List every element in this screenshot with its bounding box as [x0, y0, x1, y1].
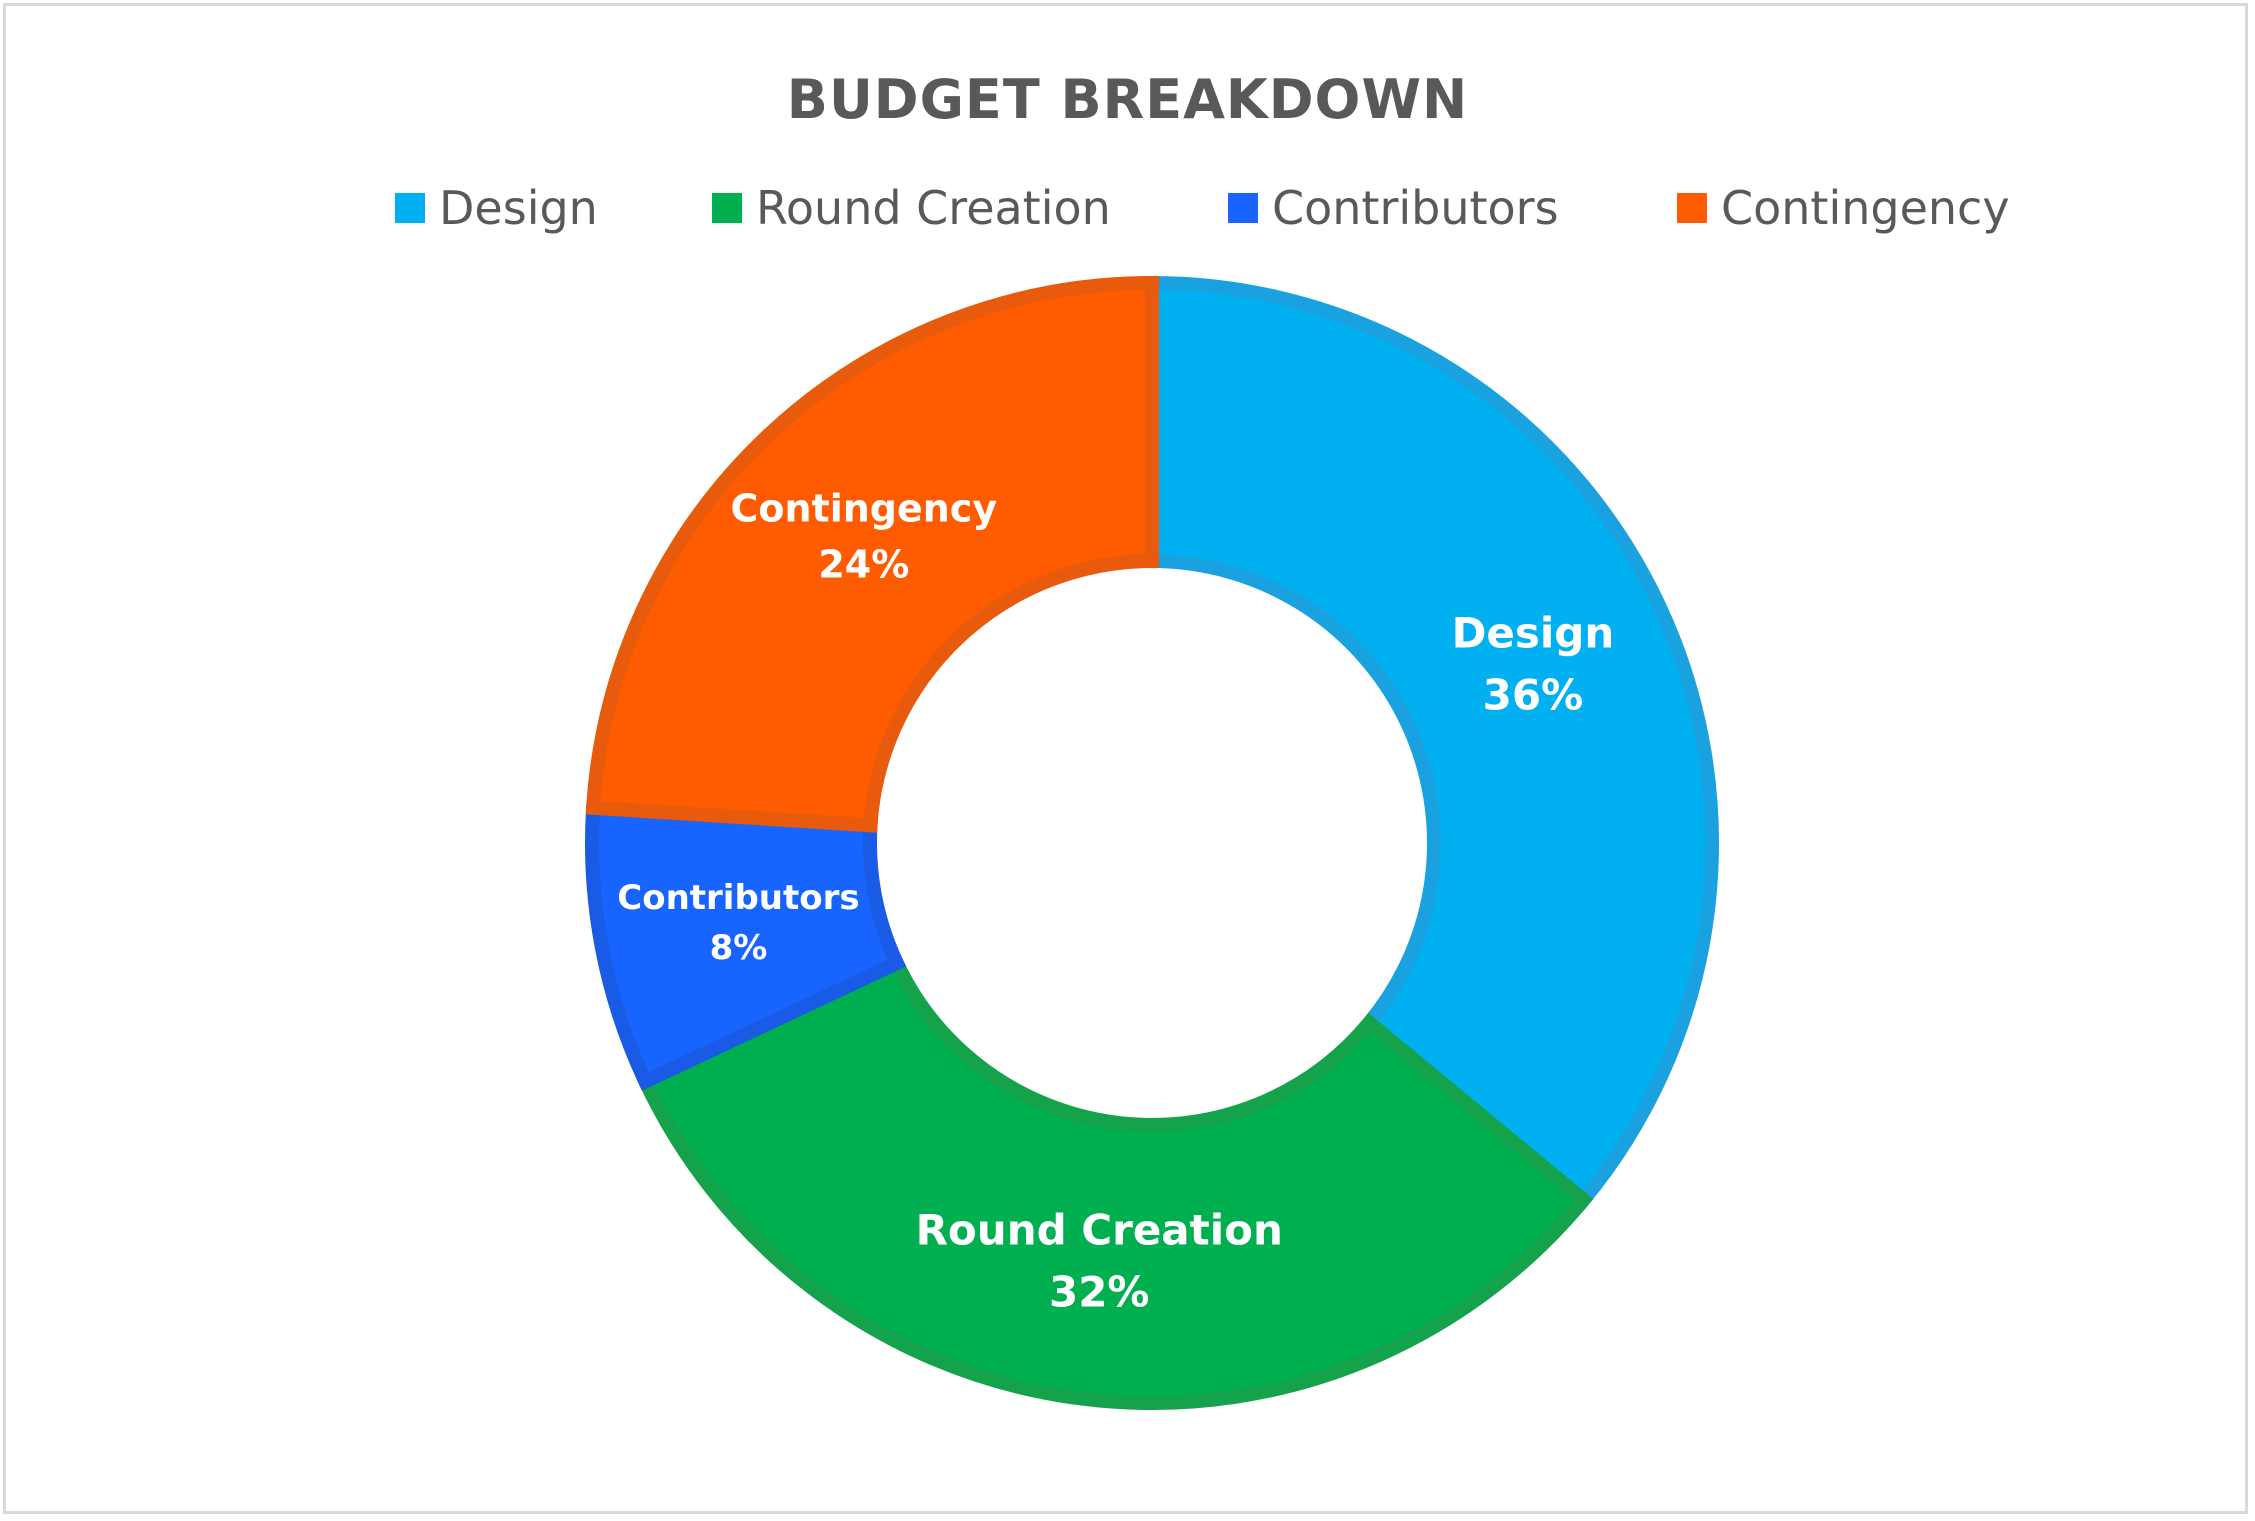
legend-item-round-creation: Round Creation — [712, 178, 1111, 238]
legend-label-contributors: Contributors — [1272, 181, 1559, 235]
data-label-contingency-name: Contingency — [730, 486, 997, 530]
legend-swatch-contributors — [1228, 193, 1258, 223]
legend-swatch-round-creation — [712, 193, 742, 223]
chart-title: BUDGET BREAKDOWN — [786, 68, 1469, 131]
donut-slices — [585, 275, 1719, 1410]
slice-design — [1145, 275, 1719, 1210]
legend: Design Round Creation Contributors Conti… — [0, 178, 2255, 238]
legend-label-contingency: Contingency — [1721, 181, 2010, 235]
data-label-round-creation-name: Round Creation — [916, 1205, 1283, 1254]
legend-swatch-design — [395, 193, 425, 223]
data-label-contingency-percent: 24% — [818, 542, 909, 586]
legend-swatch-contingency — [1677, 193, 1707, 223]
data-label-design-percent: 36% — [1483, 670, 1584, 719]
slice-labels: Design 36% Round Creation 32% Contributors 8%… — [617, 486, 1614, 1316]
slice-contingency — [585, 275, 1159, 833]
slice-round-creation — [635, 953, 1594, 1410]
legend-label-design: Design — [439, 181, 598, 235]
legend-label-round-creation: Round Creation — [756, 181, 1111, 235]
legend-item-contingency: Contingency — [1677, 178, 2010, 238]
data-label-contributors-name: Contributors — [617, 878, 859, 918]
data-label-design-name: Design — [1452, 608, 1615, 657]
data-label-round-creation-percent: 32% — [1049, 1267, 1150, 1316]
legend-item-contributors: Contributors — [1228, 178, 1559, 238]
legend-item-design: Design — [395, 178, 598, 238]
data-label-contributors-percent: 8% — [710, 928, 768, 968]
